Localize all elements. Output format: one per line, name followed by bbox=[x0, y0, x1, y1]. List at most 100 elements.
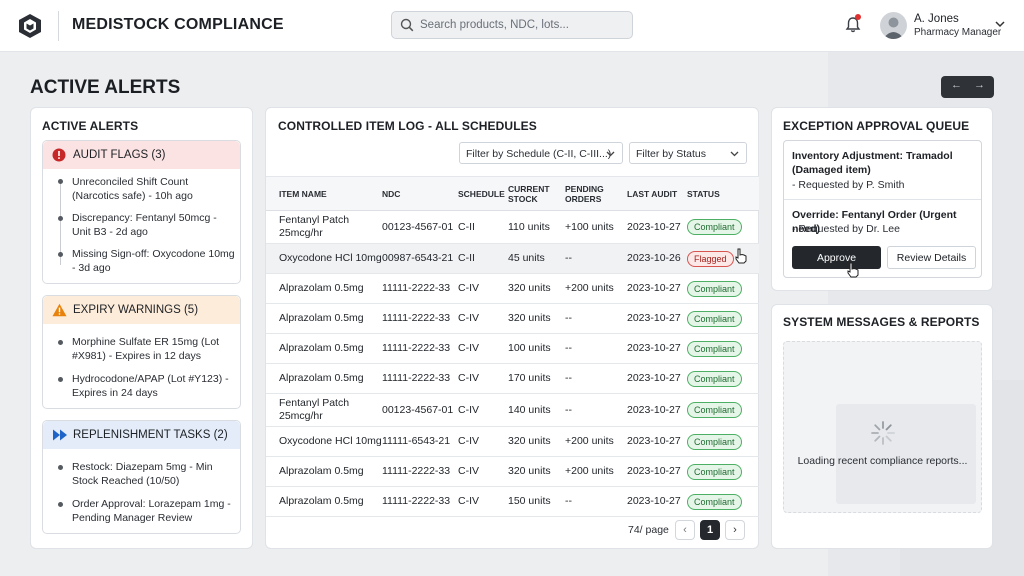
column-header[interactable]: SCHEDULE bbox=[458, 176, 508, 211]
status-cell: Compliant bbox=[687, 303, 759, 334]
table-row[interactable]: Alprazolam 0.5mg 11111-2222-33 C-IV 100 uni… bbox=[266, 333, 759, 364]
list-item[interactable]: Missing Sign-off: Oxycodone 10mg - 3d ag… bbox=[72, 248, 235, 274]
spinner-tick bbox=[885, 435, 892, 442]
list-bullet bbox=[58, 340, 63, 345]
list-item[interactable]: Restock: Diazepam 5mg - Min Stock Reache… bbox=[72, 461, 213, 487]
status-cell: Compliant bbox=[687, 273, 759, 304]
list-bullet bbox=[58, 216, 63, 221]
table-row[interactable]: Fentanyl Patch 25mcg/hr 00123-4567-01 C-IV… bbox=[266, 393, 759, 427]
status-badge[interactable]: Compliant bbox=[687, 463, 742, 480]
filter-schedule-select[interactable]: Filter by Schedule (C-II, C-III...) bbox=[459, 142, 623, 164]
current-stock-cell: 45 units bbox=[508, 243, 565, 274]
search-input[interactable] bbox=[420, 16, 625, 34]
pending-orders-cell: -- bbox=[565, 486, 627, 517]
ndc-cell: 11111-2222-33 bbox=[382, 363, 458, 394]
card-title: ACTIVE ALERTS bbox=[42, 119, 139, 133]
search-bar[interactable] bbox=[391, 11, 633, 39]
status-badge[interactable]: Compliant bbox=[687, 310, 742, 327]
per-page-label[interactable]: 74/ page bbox=[628, 524, 669, 536]
table-row[interactable]: Alprazolam 0.5mg 11111-2222-33 C-IV 170 uni… bbox=[266, 363, 759, 394]
approve-button[interactable]: Approve bbox=[792, 246, 881, 269]
status-badge[interactable]: Compliant bbox=[687, 280, 742, 297]
status-badge[interactable]: Flagged bbox=[687, 250, 734, 267]
status-badge[interactable]: Compliant bbox=[687, 219, 742, 235]
user-name[interactable]: A. Jones bbox=[914, 13, 959, 25]
exception-item-title[interactable]: Inventory Adjustment: Tramadol (Damaged … bbox=[792, 150, 953, 176]
pending-orders-cell: -- bbox=[565, 363, 627, 394]
spinner-tick bbox=[885, 424, 892, 431]
list-item[interactable]: Discrepancy: Fentanyl 50mcg - Unit B3 - … bbox=[72, 212, 217, 238]
last-audit-cell: 2023-10-27 bbox=[627, 426, 687, 457]
arrow-right-icon[interactable]: → bbox=[974, 79, 985, 91]
last-audit-cell: 2023-10-27 bbox=[627, 303, 687, 334]
pending-orders-cell: +100 units bbox=[565, 210, 627, 244]
current-stock-cell: 110 units bbox=[508, 210, 565, 244]
spinner-icon bbox=[871, 421, 895, 445]
last-audit-cell: 2023-10-27 bbox=[627, 393, 687, 427]
column-header[interactable]: NDC bbox=[382, 176, 458, 211]
fast-forward-icon bbox=[53, 429, 67, 441]
expiry-warnings-label: EXPIRY WARNINGS (5) bbox=[73, 304, 199, 316]
column-header[interactable]: CURRENT STOCK bbox=[508, 176, 565, 211]
column-header[interactable]: LAST AUDIT bbox=[627, 176, 687, 211]
current-page-button[interactable]: 1 bbox=[700, 520, 720, 540]
status-badge[interactable]: Compliant bbox=[687, 370, 742, 387]
avatar-image bbox=[883, 17, 904, 39]
status-badge[interactable]: Compliant bbox=[687, 402, 742, 418]
expiry-warnings-header[interactable]: EXPIRY WARNINGS (5) bbox=[43, 296, 240, 324]
list-bullet bbox=[58, 377, 63, 382]
arrow-left-icon[interactable]: ← bbox=[951, 79, 962, 91]
status-badge[interactable]: Compliant bbox=[687, 433, 742, 450]
schedule-cell: C-IV bbox=[458, 363, 508, 394]
list-item[interactable]: Unreconciled Shift Count (Narcotics safe… bbox=[72, 176, 193, 202]
exception-queue-card: EXCEPTION APPROVAL QUEUE Inventory Adjus… bbox=[771, 107, 993, 291]
avatar[interactable] bbox=[880, 12, 907, 39]
exception-item-title[interactable]: Override: Fentanyl Order (Urgent need) bbox=[792, 209, 957, 235]
pending-orders-cell: +200 units bbox=[565, 456, 627, 487]
table-row[interactable]: Oxycodone HCl 10mg 00987-6543-21 C-II 45 un… bbox=[266, 243, 759, 274]
current-stock-cell: 140 units bbox=[508, 393, 565, 427]
table-row[interactable]: Alprazolam 0.5mg 11111-2222-33 C-IV 150 uni… bbox=[266, 486, 759, 517]
status-badge[interactable]: Compliant bbox=[687, 493, 742, 510]
review-details-button[interactable]: Review Details bbox=[887, 246, 976, 269]
column-header[interactable]: ITEM NAME bbox=[266, 176, 382, 211]
table-row[interactable]: Alprazolam 0.5mg 11111-2222-33 C-IV 320 uni… bbox=[266, 456, 759, 487]
filter-status-select[interactable]: Filter by Status bbox=[629, 142, 747, 164]
table-row[interactable]: Alprazolam 0.5mg 11111-2222-33 C-IV 320 uni… bbox=[266, 303, 759, 334]
last-audit-cell: 2023-10-27 bbox=[627, 210, 687, 244]
list-item[interactable]: Hydrocodone/APAP (Lot #Y123) - Expires i… bbox=[72, 373, 229, 399]
ndc-cell: 11111-2222-33 bbox=[382, 273, 458, 304]
ndc-cell: 11111-6543-21 bbox=[382, 426, 458, 457]
divider bbox=[784, 199, 981, 200]
last-audit-cell: 2023-10-27 bbox=[627, 486, 687, 517]
panel-pager[interactable]: ← → bbox=[941, 76, 994, 98]
replenishment-header[interactable]: REPLENISHMENT TASKS (2) bbox=[43, 421, 240, 449]
chevron-down-icon[interactable] bbox=[995, 20, 1005, 28]
item-name-cell: Alprazolam 0.5mg bbox=[266, 456, 382, 487]
status-cell: Compliant bbox=[687, 486, 759, 517]
prev-page-button[interactable]: ‹ bbox=[675, 520, 695, 540]
table-row[interactable]: Alprazolam 0.5mg 11111-2222-33 C-IV 320 uni… bbox=[266, 273, 759, 304]
audit-flags-label: AUDIT FLAGS (3) bbox=[73, 149, 166, 161]
notification-dot bbox=[855, 14, 861, 20]
status-badge[interactable]: Compliant bbox=[687, 340, 742, 357]
item-name-cell: Alprazolam 0.5mg bbox=[266, 363, 382, 394]
table-row[interactable]: Fentanyl Patch 25mcg/hr 00123-4567-01 C-II… bbox=[266, 210, 759, 244]
next-page-button[interactable]: › bbox=[725, 520, 745, 540]
schedule-cell: C-IV bbox=[458, 303, 508, 334]
expiry-warnings-group[interactable]: EXPIRY WARNINGS (5) Morphine Sulfate ER … bbox=[42, 295, 241, 409]
chevron-down-icon bbox=[730, 151, 739, 157]
ndc-cell: 00123-4567-01 bbox=[382, 210, 458, 244]
replenishment-group[interactable]: REPLENISHMENT TASKS (2) Restock: Diazepa… bbox=[42, 420, 241, 534]
table-row[interactable]: Oxycodone HCl 10mg 11111-6543-21 C-IV 320 u… bbox=[266, 426, 759, 457]
column-header[interactable]: PENDING ORDERS bbox=[565, 176, 627, 211]
list-item[interactable]: Order Approval: Lorazepam 1mg - Pending … bbox=[72, 498, 231, 524]
active-alerts-card: ACTIVE ALERTS AUDIT FLAGS (3) Unreconcil… bbox=[30, 107, 253, 549]
search-icon bbox=[400, 18, 414, 32]
list-item[interactable]: Morphine Sulfate ER 15mg (Lot #X981) - E… bbox=[72, 336, 220, 362]
filter-schedule-value: Filter by Schedule (C-II, C-III...) bbox=[466, 148, 612, 160]
audit-flags-group[interactable]: AUDIT FLAGS (3) Unreconciled Shift Count… bbox=[42, 140, 241, 284]
column-header[interactable]: STATUS bbox=[687, 176, 759, 211]
status-cell: Compliant bbox=[687, 210, 759, 244]
audit-flags-header[interactable]: AUDIT FLAGS (3) bbox=[43, 141, 240, 169]
